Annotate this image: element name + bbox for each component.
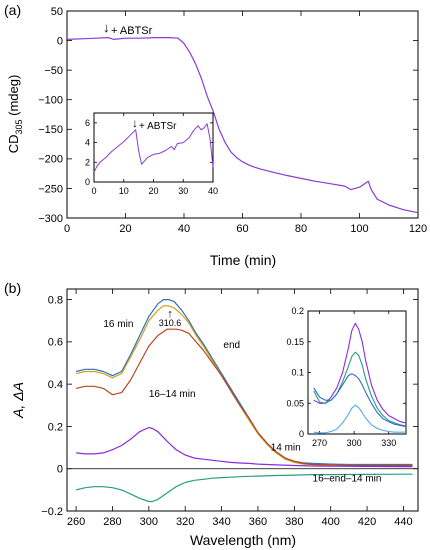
panel-a-x-tick-label: 0 <box>64 223 70 235</box>
panel-b-y-axis-label: A, ΔA <box>10 382 26 419</box>
panel-b-y-tick-label: 0 <box>57 464 63 476</box>
panel-b-x-tick-label: 260 <box>67 516 85 528</box>
panel-a-x-tick-label: 40 <box>178 223 190 235</box>
panel-a-series-line-1 <box>66 36 419 214</box>
panel-b-x-tick-label: 420 <box>358 516 376 528</box>
panel-a-x-tick-label: 20 <box>119 223 131 235</box>
panel-b-peak-arrow: ↑ <box>167 308 173 320</box>
panel-a-x-tick-label: 80 <box>295 223 307 235</box>
panel-b-x-tick-label: 360 <box>249 516 267 528</box>
panel-b-series <box>75 299 413 503</box>
panel-b-y-tick-label: 0.8 <box>48 294 63 306</box>
panel-a-x-axis-label: Time (min) <box>210 252 276 268</box>
panel-b-series-line-5 <box>75 473 413 503</box>
panel-b-inset-y-tick-label: 0.05 <box>286 398 304 408</box>
panel-a-ticks: 0 20 40 60 80 100 120500−50−100−150−200−250−30… <box>38 6 427 235</box>
panel-b-series-line-4 <box>76 426 413 468</box>
panel-b-series-label: 14 min <box>271 443 301 454</box>
panel-a-y-tick-label: −250 <box>38 183 63 195</box>
panel-a-y-tick-label: −50 <box>44 65 63 77</box>
panel-a-x-tick-label: 60 <box>236 223 248 235</box>
panel-b-y-tick-label: 0.6 <box>48 337 63 349</box>
panel-b-series-label: end <box>223 340 240 351</box>
panel-b-y-tick-label: −0.2 <box>41 506 63 518</box>
panel-b-series-line-3 <box>75 328 413 467</box>
panel-a-inset-ticks: 0 10 20 30 40 0 2 4 6 <box>85 113 218 196</box>
panel-b-series-label: 16–14 min <box>149 389 196 400</box>
panel-b-x-tick-label: 280 <box>103 516 121 528</box>
panel-b-x-tick-label: 380 <box>285 516 303 528</box>
panel-b-ticks: 260 280 300 320 340 360 380 400 420 440 0.8 0.6 0.4 0… <box>41 289 418 528</box>
panel-b-inset-x-tick-label: 330 <box>381 438 396 448</box>
panel-b-inset-series-line-3 <box>313 373 407 428</box>
panel-a-inset-y-tick-label: 4 <box>85 138 90 148</box>
panel-b-x-tick-label: 340 <box>212 516 230 528</box>
panel-b-label: (b) <box>4 280 21 296</box>
panel-b-inset-ticks: 270 300 330 0 0.05 0.1 0.15 0.2 <box>286 306 406 448</box>
panel-b-plot-frame <box>66 288 419 512</box>
panel-b-x-tick-label: 400 <box>322 516 340 528</box>
panel-a-inset-series-line-1 <box>93 123 214 173</box>
panel-b-y-tick-label: 0.2 <box>48 421 63 433</box>
panel-a-inset-series <box>93 123 214 173</box>
panel-b-x-tick-label: 440 <box>394 516 412 528</box>
panel-b-y-tick-label: 0.4 <box>48 379 63 391</box>
panel-a-inset-y-tick-label: 2 <box>85 157 90 167</box>
panel-a-y-tick-label: −100 <box>38 95 63 107</box>
panel-b-inset-series <box>313 322 407 434</box>
panel-a-x-tick-label: 120 <box>409 223 427 235</box>
panel-a-inset-background <box>88 113 213 182</box>
panel-a-annotation-arrow: ↓ <box>103 20 110 35</box>
panel-a-inset-x-tick-label: 10 <box>119 186 129 196</box>
panel-b-series-label: 16 min <box>103 319 133 330</box>
panel-b-inset-series-line-4 <box>313 404 406 434</box>
panel-b-series-label: 16–end–14 min <box>313 473 382 484</box>
panel-a-x-tick-label: 100 <box>350 223 368 235</box>
panel-b-x-axis-label: Wavelength (nm) <box>190 532 296 548</box>
panel-a-y-tick-label: −300 <box>38 213 63 225</box>
panel-a-y-tick-label: −150 <box>38 124 63 136</box>
panel-a-inset-x-tick-label: 20 <box>148 186 158 196</box>
panel-b-peak-label: 310.6 <box>159 318 182 328</box>
panel-b-inset-x-tick-label: 270 <box>312 438 327 448</box>
panel-b-inset-background <box>308 311 406 434</box>
panel-a-inset-y-tick-label: 6 <box>85 118 90 128</box>
panel-a-annotation: ↓ + ABTSr <box>103 20 153 37</box>
panel-a-inset-x-tick-label: 0 <box>91 186 96 196</box>
panel-a-label: (a) <box>4 2 21 18</box>
panel-a-inset-y-tick-label: 0 <box>85 177 90 187</box>
panel-a-inset-x-tick-label: 40 <box>208 186 218 196</box>
panel-b-inset-y-tick-label: 0.1 <box>291 368 304 378</box>
panel-a-inset-x-tick-label: 30 <box>178 186 188 196</box>
panel-b-inset-x-tick-label: 300 <box>347 438 362 448</box>
panel-a-y-tick-label: 0 <box>57 35 63 47</box>
panel-a-y-tick-label: −200 <box>38 154 63 166</box>
panel-b: (b) 260 280 300 320 340 360 380 400 420 440 0.8 0.6… <box>4 280 419 548</box>
panel-a-annotation-label: + ABTSr <box>111 25 153 37</box>
panel-b-inset-y-tick-label: 0.2 <box>291 306 304 316</box>
panel-b-x-tick-label: 320 <box>176 516 194 528</box>
panel-b-inset-y-tick-label: 0.15 <box>286 337 304 347</box>
panel-b-inset-y-tick-label: 0 <box>299 429 304 439</box>
panel-a: (a) 0 20 40 60 80 100 120500−50−100−150−200−25… <box>4 2 427 268</box>
panel-b-peak-annotation: ↑ 310.6 <box>159 308 182 328</box>
panel-a-series <box>66 36 419 214</box>
panel-a-y-axis-label: CD305 (mdeg) <box>6 75 24 154</box>
panel-a-inset-annotation-arrow: ↓ <box>132 116 138 130</box>
panel-b-series-line-1 <box>75 299 413 466</box>
panel-b-x-tick-label: 300 <box>140 516 158 528</box>
panel-a-y-tick-label: 50 <box>51 6 63 18</box>
panel-b-inset-series-line-1 <box>313 322 407 424</box>
panel-a-inset-annotation-label: + ABTSr <box>139 121 177 132</box>
panel-b-series-labels: 16 min end 16–14 min 14 min 16–end–14 min <box>103 319 381 484</box>
